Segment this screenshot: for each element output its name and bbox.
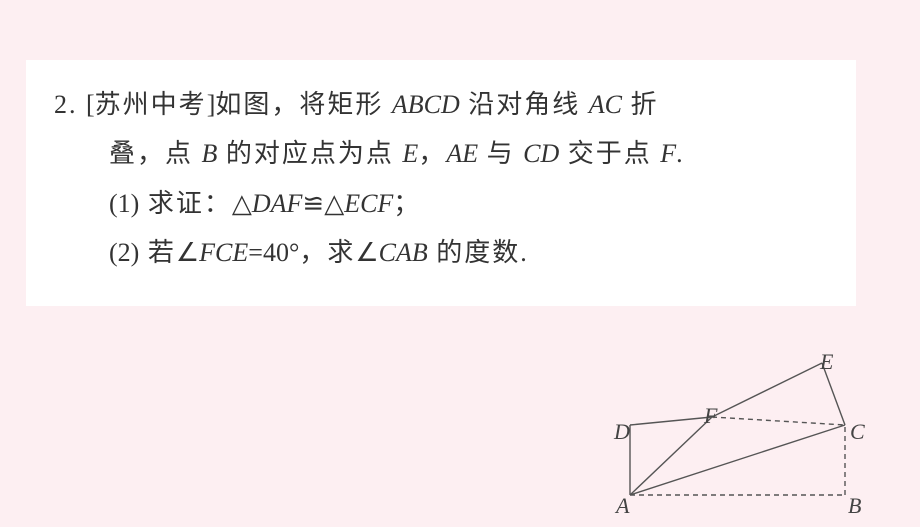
- diag-ac: AC: [589, 90, 622, 119]
- seg-ae: AE: [446, 139, 478, 168]
- problem-number: 2.: [54, 90, 78, 119]
- txt-1a: 如图，将矩形: [215, 90, 392, 119]
- geometry-figure: A B C D E F: [610, 355, 880, 510]
- txt-1b: 沿对角线: [460, 90, 589, 119]
- label-a: A: [616, 485, 631, 527]
- angle-2-icon: ∠: [355, 238, 378, 267]
- q2-open: (2): [109, 238, 139, 267]
- equals: =: [248, 238, 263, 267]
- label-b: B: [848, 485, 863, 527]
- label-d: D: [614, 411, 632, 453]
- pt-f: F: [660, 139, 676, 168]
- line-1: 2. [苏州中考]如图，将矩形 ABCD 沿对角线 AC 折: [54, 80, 828, 129]
- period-1: .: [676, 139, 683, 168]
- txt-2a: 叠，点: [109, 139, 202, 168]
- seg-cd: CD: [523, 139, 559, 168]
- forty-deg: 40°: [263, 238, 299, 267]
- semicolon: ；: [393, 189, 421, 218]
- tri-ecf: ECF: [344, 189, 393, 218]
- problem-card: 2. [苏州中考]如图，将矩形 ABCD 沿对角线 AC 折 叠，点 B 的对应…: [26, 60, 856, 306]
- q2-tail: 的度数.: [428, 238, 529, 267]
- label-f: F: [704, 395, 719, 437]
- cm: ，求: [299, 238, 355, 267]
- q1-open: (1): [109, 189, 139, 218]
- tri-1: △: [232, 189, 252, 218]
- tri-2: △: [324, 189, 344, 218]
- txt-2b: 的对应点为点: [217, 139, 402, 168]
- question-2: (2) 若∠FCE=40°，求∠CAB 的度数.: [54, 228, 828, 277]
- angle-cab: CAB: [379, 238, 428, 267]
- congruent-icon: ≌: [302, 189, 324, 218]
- txt-1c: 折: [622, 90, 659, 119]
- rect-abcd: ABCD: [392, 90, 460, 119]
- tag-text: 苏州中考: [95, 90, 207, 119]
- pt-e: E: [402, 139, 418, 168]
- figure-svg: [610, 355, 880, 510]
- tag-open: [: [86, 90, 95, 119]
- tri-daf: DAF: [252, 189, 303, 218]
- comma-1: ，: [418, 139, 446, 168]
- txt-2c: 与: [478, 139, 523, 168]
- question-1: (1) 求证：△DAF≌△ECF；: [54, 179, 828, 228]
- txt-2d: 交于点: [559, 139, 660, 168]
- pt-b: B: [202, 139, 218, 168]
- angle-fce: FCE: [199, 238, 248, 267]
- label-c: C: [850, 411, 867, 453]
- q2-text: 若: [148, 238, 176, 267]
- angle-1-icon: ∠: [176, 238, 199, 267]
- line-2: 叠，点 B 的对应点为点 E，AE 与 CD 交于点 F.: [54, 129, 828, 178]
- q1-text: 求证：: [148, 189, 232, 218]
- label-e: E: [820, 341, 835, 383]
